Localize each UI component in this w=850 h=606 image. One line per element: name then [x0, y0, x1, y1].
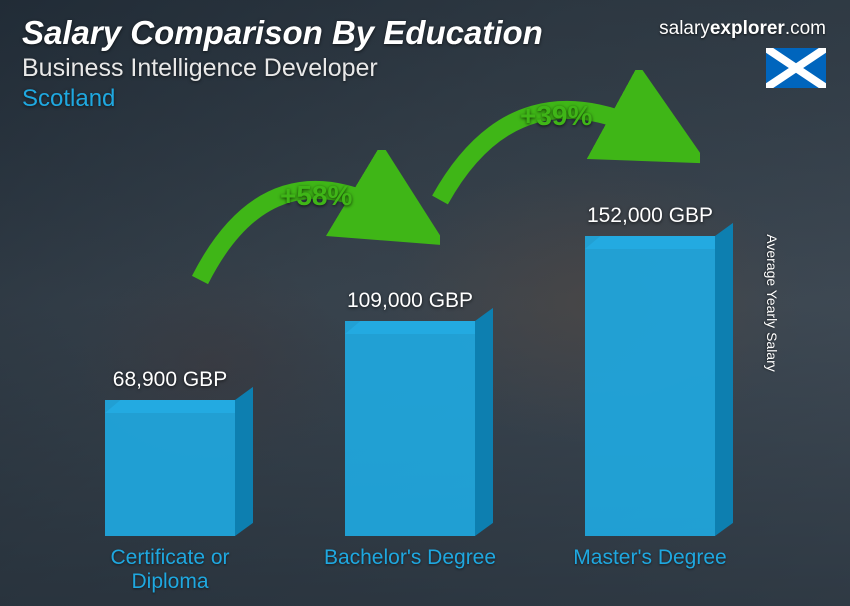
increase-percent-label: +39%: [520, 100, 592, 132]
bar-value-label: 152,000 GBP: [587, 204, 713, 228]
bar-3d: [105, 400, 235, 536]
bar-group: 68,900 GBP: [80, 368, 260, 536]
bar-value-label: 68,900 GBP: [113, 368, 227, 392]
branding-bold: explorer: [710, 18, 785, 39]
subtitle: Business Intelligence Developer: [22, 54, 828, 83]
bar-side-face: [235, 387, 253, 536]
branding-suffix: .com: [785, 18, 826, 39]
bar-category-label: Certificate or Diploma: [80, 546, 260, 594]
region-label: Scotland: [22, 85, 828, 113]
scotland-flag-icon: [766, 48, 826, 88]
bar-3d: [585, 236, 715, 536]
bar-group: 109,000 GBP: [320, 289, 500, 536]
branding-prefix: salary: [659, 18, 710, 39]
bar-side-face: [475, 308, 493, 536]
bar-front-face: [105, 400, 235, 536]
bar-chart: 68,900 GBP 109,000 GBP 152,000 GBP: [50, 150, 770, 536]
bar-category-label: Bachelor's Degree: [320, 546, 500, 594]
bar-3d: [345, 321, 475, 536]
bar-category-label: Master's Degree: [560, 546, 740, 594]
bar-front-face: [585, 236, 715, 536]
increase-percent-label: +58%: [280, 180, 352, 212]
bar-group: 152,000 GBP: [560, 204, 740, 536]
bar-labels-row: Certificate or Diploma Bachelor's Degree M…: [50, 546, 770, 594]
bar-front-face: [345, 321, 475, 536]
bar-value-label: 109,000 GBP: [347, 289, 473, 313]
bar-side-face: [715, 223, 733, 536]
branding-text: salaryexplorer.com: [659, 18, 826, 40]
